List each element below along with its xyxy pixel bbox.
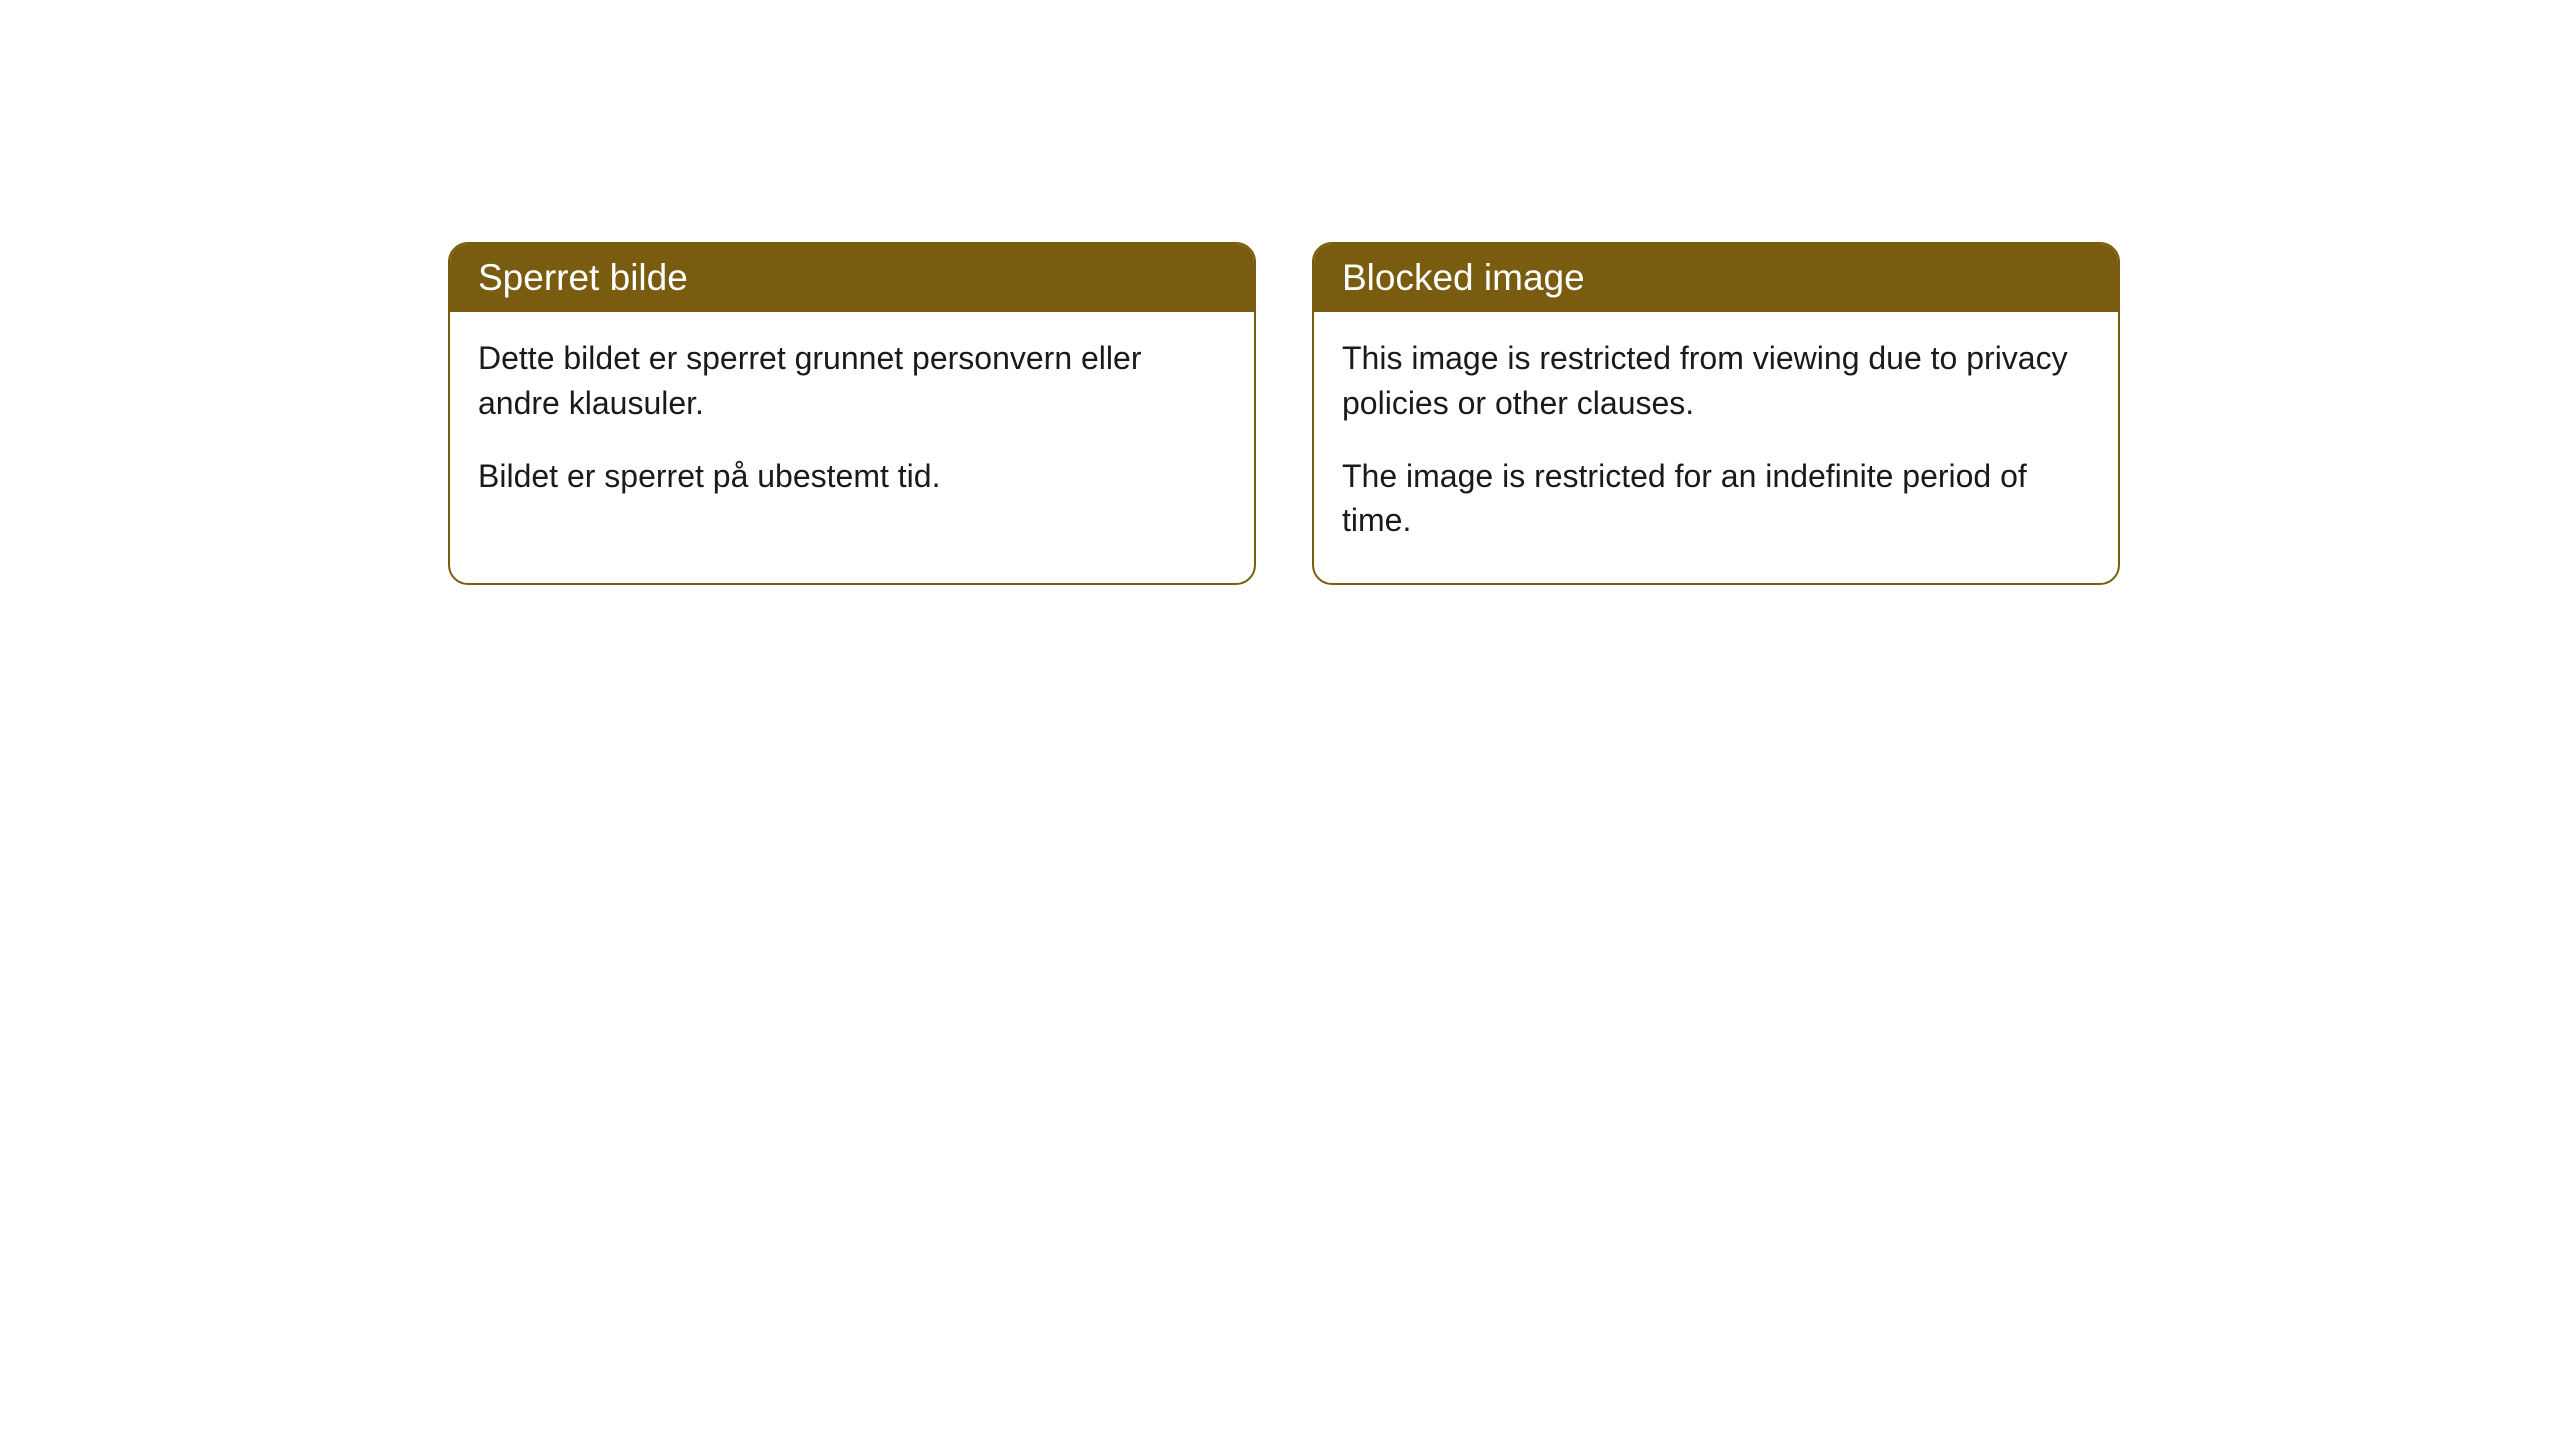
card-title: Sperret bilde (450, 244, 1254, 312)
card-body: This image is restricted from viewing du… (1314, 312, 2118, 583)
card-text-line2: The image is restricted for an indefinit… (1342, 454, 2090, 544)
card-text-line2: Bildet er sperret på ubestemt tid. (478, 454, 1226, 499)
card-text-line1: This image is restricted from viewing du… (1342, 336, 2090, 426)
notice-container: Sperret bilde Dette bildet er sperret gr… (448, 242, 2120, 585)
card-title: Blocked image (1314, 244, 2118, 312)
blocked-image-card-norwegian: Sperret bilde Dette bildet er sperret gr… (448, 242, 1256, 585)
card-body: Dette bildet er sperret grunnet personve… (450, 312, 1254, 538)
blocked-image-card-english: Blocked image This image is restricted f… (1312, 242, 2120, 585)
card-text-line1: Dette bildet er sperret grunnet personve… (478, 336, 1226, 426)
